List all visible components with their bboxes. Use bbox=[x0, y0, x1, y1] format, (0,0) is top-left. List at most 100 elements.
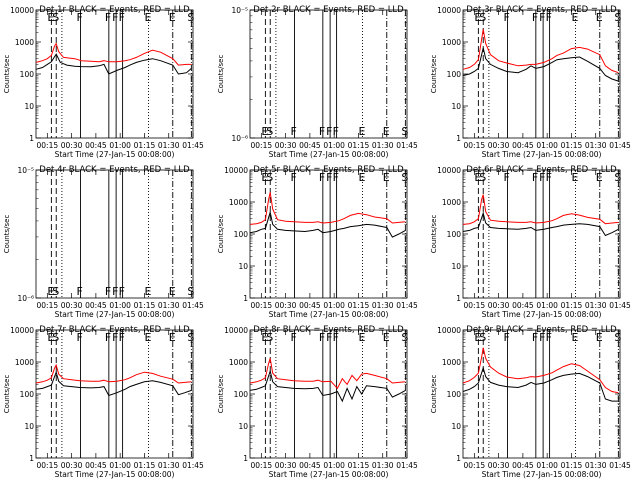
y-tick-label: 10000 bbox=[437, 6, 461, 15]
detector-panel-9: Det 9r BLACK = Events, RED = LLD11010010… bbox=[430, 325, 631, 479]
x-tick-label: 00:30 bbox=[275, 141, 297, 150]
y-tick-label: 10 bbox=[24, 102, 34, 111]
x-tick-label: 00:15 bbox=[251, 301, 273, 310]
x-tick-label: 00:15 bbox=[37, 141, 59, 150]
y-tick-label: 100 bbox=[447, 390, 462, 399]
event-marker-letter: F bbox=[539, 171, 545, 184]
event-marker-letter: E bbox=[596, 11, 603, 24]
x-tick-label: 01:15 bbox=[348, 461, 370, 470]
x-tick-label: 01:30 bbox=[372, 461, 394, 470]
event-marker-letter: F bbox=[119, 11, 125, 24]
lld-series-line bbox=[462, 347, 619, 394]
x-axis-label: Start Time (27-Jan-15 00:08:00) bbox=[482, 470, 602, 479]
x-tick-label: 00:45 bbox=[512, 461, 534, 470]
event-marker-letter: F bbox=[532, 11, 538, 24]
x-tick-label: 01:30 bbox=[372, 141, 394, 150]
event-marker-letter: F bbox=[319, 171, 325, 184]
event-marker-letter: F bbox=[77, 11, 83, 24]
y-tick-label: 1000 bbox=[15, 358, 34, 367]
x-tick-label: 01:45 bbox=[396, 301, 418, 310]
lld-series-line bbox=[35, 363, 192, 384]
x-tick-label: 00:30 bbox=[488, 301, 510, 310]
x-tick-label: 00:30 bbox=[61, 141, 83, 150]
y-tick-label: 100 bbox=[234, 230, 249, 239]
y-tick-label: 1 bbox=[456, 134, 461, 143]
event-marker-letter: F bbox=[546, 331, 552, 344]
y-axis-label: Counts/sec bbox=[3, 375, 11, 414]
y-tick-label: 10000 bbox=[437, 166, 461, 175]
lld-series-line bbox=[462, 29, 619, 74]
x-axis-label: Start Time (27-Jan-15 00:08:00) bbox=[269, 470, 389, 479]
x-tick-label: 01:15 bbox=[134, 461, 156, 470]
x-tick-label: 00:15 bbox=[251, 141, 273, 150]
event-marker-letter: S bbox=[187, 11, 194, 24]
event-marker-letter: S bbox=[52, 11, 59, 24]
x-tick-label: 01:45 bbox=[182, 461, 204, 470]
event-marker-letter: E bbox=[571, 331, 578, 344]
y-tick-label: 10 bbox=[238, 422, 248, 431]
event-marker-letter: F bbox=[77, 285, 83, 298]
y-tick-label: 10 bbox=[451, 422, 461, 431]
event-marker-letter: F bbox=[291, 171, 297, 184]
y-tick-label: 10⁻⁶ bbox=[17, 294, 34, 303]
event-marker-letter: S bbox=[614, 171, 621, 184]
x-tick-label: 00:45 bbox=[512, 141, 534, 150]
x-tick-label: 01:30 bbox=[158, 461, 180, 470]
event-marker-letter: E bbox=[383, 331, 390, 344]
y-tick-label: 1000 bbox=[15, 38, 34, 47]
event-marker-letter: E bbox=[358, 331, 365, 344]
x-axis-label: Start Time (27-Jan-15 00:08:00) bbox=[482, 150, 602, 159]
y-tick-label: 10⁻⁵ bbox=[17, 166, 34, 175]
event-marker-letter: S bbox=[479, 331, 486, 344]
x-tick-label: 00:30 bbox=[275, 461, 297, 470]
events-series-line bbox=[462, 366, 619, 402]
event-marker-letter: S bbox=[187, 331, 194, 344]
x-tick-label: 01:30 bbox=[585, 141, 607, 150]
detector-panel-6: Det 6r BLACK = Events, RED = LLD11010010… bbox=[430, 165, 631, 319]
x-tick-label: 01:00 bbox=[536, 461, 558, 470]
event-marker-letter: S bbox=[401, 331, 408, 344]
x-tick-label: 01:00 bbox=[109, 301, 131, 310]
event-marker-letter: E bbox=[358, 171, 365, 184]
event-marker-letter: F bbox=[333, 125, 339, 138]
y-tick-label: 10000 bbox=[224, 326, 248, 335]
event-marker-letter: S bbox=[52, 285, 59, 298]
detector-panel-1: Det 1r BLACK = Events, RED = LLD11010010… bbox=[3, 5, 204, 159]
y-tick-label: 1000 bbox=[442, 38, 461, 47]
x-tick-label: 00:15 bbox=[464, 461, 486, 470]
x-tick-label: 00:30 bbox=[488, 461, 510, 470]
event-marker-letter: F bbox=[333, 171, 339, 184]
y-tick-label: 10⁻⁶ bbox=[231, 134, 248, 143]
axes-frame bbox=[462, 9, 621, 139]
event-marker-letter: S bbox=[266, 125, 273, 138]
y-axis-label: Counts/sec bbox=[430, 55, 438, 94]
event-marker-letter: E bbox=[596, 331, 603, 344]
x-tick-label: 01:15 bbox=[348, 301, 370, 310]
y-tick-label: 1000 bbox=[442, 198, 461, 207]
x-tick-label: 01:15 bbox=[134, 301, 156, 310]
event-marker-letter: E bbox=[47, 331, 54, 344]
y-axis-label: Counts/sec bbox=[217, 55, 225, 94]
y-tick-label: 1000 bbox=[229, 358, 248, 367]
event-marker-letter: E bbox=[47, 285, 54, 298]
event-marker-letter: F bbox=[326, 171, 332, 184]
event-marker-letter: S bbox=[479, 171, 486, 184]
y-tick-label: 1 bbox=[243, 294, 248, 303]
x-tick-label: 00:30 bbox=[61, 461, 83, 470]
x-axis-label: Start Time (27-Jan-15 00:08:00) bbox=[269, 150, 389, 159]
event-marker-letter: S bbox=[401, 125, 408, 138]
x-tick-label: 00:30 bbox=[61, 301, 83, 310]
event-marker-letter: F bbox=[326, 125, 332, 138]
x-tick-label: 00:45 bbox=[85, 141, 107, 150]
event-marker-letter: F bbox=[112, 331, 118, 344]
y-tick-label: 100 bbox=[447, 230, 462, 239]
event-marker-letter: F bbox=[546, 171, 552, 184]
event-marker-letter: F bbox=[532, 331, 538, 344]
event-marker-letter: F bbox=[319, 331, 325, 344]
y-tick-label: 100 bbox=[20, 390, 35, 399]
x-tick-label: 01:00 bbox=[536, 301, 558, 310]
x-tick-label: 01:30 bbox=[585, 461, 607, 470]
x-tick-label: 00:45 bbox=[85, 461, 107, 470]
detector-panel-2: Det 2r BLACK = Events, RED = LLD10⁻⁶10⁻⁵… bbox=[217, 5, 418, 159]
event-marker-letter: F bbox=[539, 11, 545, 24]
